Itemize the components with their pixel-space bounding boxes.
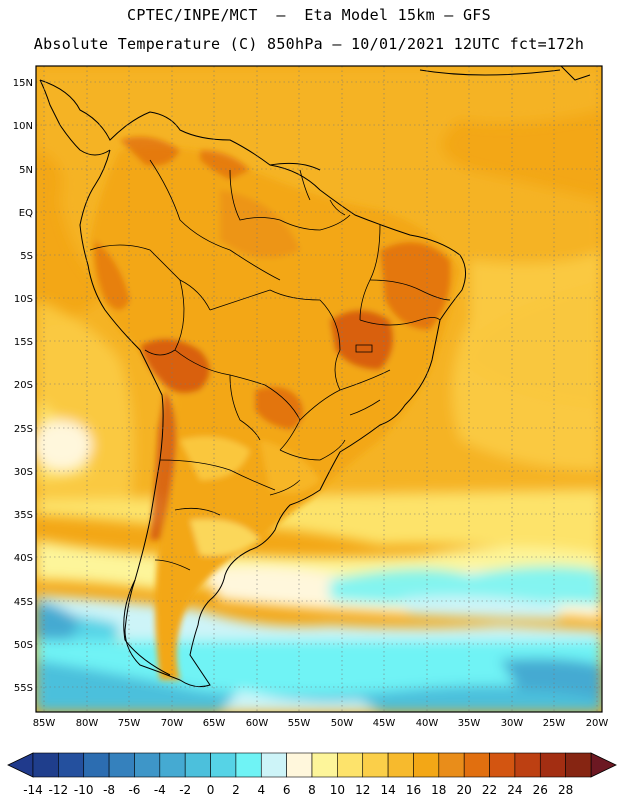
colorbar-label: 4: [257, 783, 265, 797]
lat-label: 50S: [14, 640, 33, 651]
lat-label: 35S: [14, 510, 33, 521]
latitude-labels: 15N 10N 5N EQ 5S 10S 15S 20S 25S 30S 35S…: [13, 78, 33, 694]
lat-label: 15S: [14, 337, 33, 348]
lat-label: 55S: [14, 683, 33, 694]
colorbar-swatch: [565, 752, 592, 778]
lon-label: 35W: [458, 718, 481, 729]
colorbar-label: 18: [431, 783, 446, 797]
colorbar-right-arrow: [590, 752, 617, 778]
colorbar-label: 26: [533, 783, 548, 797]
colorbar-label: -10: [74, 783, 94, 797]
colorbar-swatch: [83, 752, 110, 778]
colorbar-label: 2: [232, 783, 240, 797]
lat-label: 10N: [13, 121, 33, 132]
title-line-2: Absolute Temperature (C) 850hPa – 10/01/…: [33, 35, 585, 53]
colorbar-swatch: [184, 752, 211, 778]
title-line-1: CPTEC/INPE/MCT – Eta Model 15km – GFS: [127, 6, 491, 24]
colorbar-label: 20: [457, 783, 472, 797]
lon-label: 75W: [118, 718, 141, 729]
colorbar-swatch: [463, 752, 490, 778]
colorbar-label: 0: [207, 783, 215, 797]
colorbar-swatch: [362, 752, 389, 778]
temperature-field: [36, 66, 602, 712]
lon-label: 25W: [543, 718, 566, 729]
lon-label: 30W: [501, 718, 524, 729]
colorbar-label: 22: [482, 783, 497, 797]
colorbar-label: 24: [507, 783, 522, 797]
colorbar-swatch: [108, 752, 135, 778]
lat-label: 5S: [20, 251, 33, 262]
lat-label: 25S: [14, 424, 33, 435]
map-frame: [35, 65, 603, 713]
colorbar-swatch: [413, 752, 440, 778]
colorbar-swatch: [260, 752, 287, 778]
colorbar-label: 12: [355, 783, 370, 797]
longitude-labels: 85W 80W 75W 70W 65W 60W 55W 50W 45W 40W …: [33, 718, 609, 729]
colorbar-swatch: [32, 752, 59, 778]
colorbar-label: 28: [558, 783, 573, 797]
lat-label: 45S: [14, 597, 33, 608]
lon-label: 55W: [288, 718, 311, 729]
lat-label: EQ: [19, 208, 33, 219]
lon-label: 45W: [373, 718, 396, 729]
country-borders: [89, 159, 451, 571]
lon-label: 60W: [246, 718, 269, 729]
colorbar-swatch: [58, 752, 85, 778]
lon-label: 85W: [33, 718, 56, 729]
coastline: [39, 66, 591, 688]
lat-label: 30S: [14, 467, 33, 478]
colorbar-swatch: [539, 752, 566, 778]
colorbar-swatch: [489, 752, 516, 778]
colorbar-label: 10: [330, 783, 345, 797]
lat-label: 15N: [13, 78, 33, 89]
colorbar-label: -12: [49, 783, 69, 797]
lon-label: 80W: [76, 718, 99, 729]
lon-label: 70W: [161, 718, 184, 729]
colorbar-swatch: [159, 752, 186, 778]
colorbar-label: -6: [128, 783, 140, 797]
colorbar-swatch: [210, 752, 237, 778]
colorbar-label: 16: [406, 783, 421, 797]
colorbar-swatch: [311, 752, 338, 778]
lon-label: 65W: [203, 718, 226, 729]
colorbar-swatch: [286, 752, 313, 778]
colorbar-label: 14: [380, 783, 395, 797]
colorbar-left-arrow: [7, 752, 34, 778]
colorbar-swatch: [387, 752, 414, 778]
lat-label: 40S: [14, 553, 33, 564]
lat-label: 5N: [19, 165, 33, 176]
colorbar: -14 -12 -10 -8 -6 -4 -2 0 2 4 6 8 10 12 14 16 18 20 22 24 26…: [7, 752, 617, 797]
colorbar-label: -4: [154, 783, 166, 797]
colorbar-swatch: [438, 752, 465, 778]
colorbar-label: 6: [283, 783, 291, 797]
colorbar-label: -14: [23, 783, 43, 797]
colorbar-label: -2: [179, 783, 191, 797]
colorbar-swatch: [514, 752, 541, 778]
lat-label: 20S: [14, 380, 33, 391]
lon-label: 40W: [416, 718, 439, 729]
lon-label: 50W: [331, 718, 354, 729]
colorbar-label: 8: [308, 783, 316, 797]
colorbar-label: -8: [103, 783, 115, 797]
colorbar-swatch: [134, 752, 161, 778]
colorbar-swatch: [337, 752, 364, 778]
lat-label: 10S: [14, 294, 33, 305]
lon-label: 20W: [586, 718, 609, 729]
colorbar-swatch: [235, 752, 262, 778]
